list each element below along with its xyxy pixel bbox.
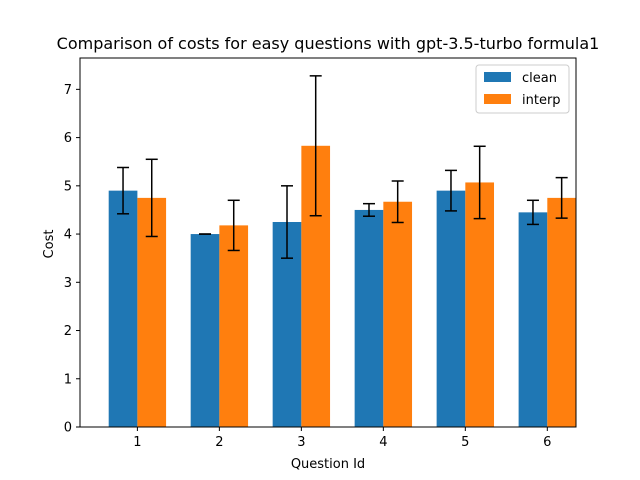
bar-interp-2 bbox=[219, 225, 249, 427]
bar-clean-2 bbox=[190, 234, 220, 427]
y-tick-label: 3 bbox=[64, 276, 72, 291]
x-tick-label: 6 bbox=[543, 435, 551, 450]
plot-frame bbox=[79, 57, 577, 428]
legend-label-interp: interp bbox=[522, 93, 561, 108]
chart-title: Comparison of costs for easy questions w… bbox=[57, 34, 600, 53]
bar-clean-4 bbox=[354, 209, 384, 427]
bar-clean-5 bbox=[436, 190, 466, 427]
y-tick-label: 7 bbox=[64, 83, 72, 98]
y-axis-ticks: 0 1 2 3 4 5 6 7 bbox=[64, 83, 80, 436]
y-tick-label: 0 bbox=[64, 421, 72, 436]
error-bars-group bbox=[117, 75, 568, 259]
x-tick-label: 5 bbox=[461, 435, 469, 450]
y-tick-label: 4 bbox=[64, 228, 72, 243]
bar-clean-1 bbox=[108, 190, 138, 427]
y-tick-label: 2 bbox=[64, 324, 72, 339]
bars-group bbox=[108, 145, 576, 427]
legend-label-clean: clean bbox=[522, 71, 557, 86]
y-axis-label: Cost bbox=[42, 230, 57, 259]
y-tick-label: 6 bbox=[64, 131, 72, 146]
legend: clean interp bbox=[475, 64, 570, 114]
x-axis-ticks: 1 2 3 4 5 6 bbox=[133, 427, 551, 450]
y-tick-label: 1 bbox=[64, 372, 72, 387]
x-tick-label: 1 bbox=[133, 435, 141, 450]
bar-clean-6 bbox=[518, 212, 548, 427]
x-tick-label: 2 bbox=[215, 435, 223, 450]
bar-interp-5 bbox=[465, 182, 495, 427]
legend-swatch-interp bbox=[484, 94, 511, 104]
bar-interp-6 bbox=[547, 197, 576, 427]
y-tick-label: 5 bbox=[64, 179, 72, 194]
x-axis-label: Question Id bbox=[291, 457, 365, 472]
x-tick-label: 3 bbox=[297, 435, 305, 450]
x-tick-label: 4 bbox=[379, 435, 387, 450]
bar-interp-4 bbox=[383, 201, 413, 427]
legend-swatch-clean bbox=[484, 72, 511, 82]
